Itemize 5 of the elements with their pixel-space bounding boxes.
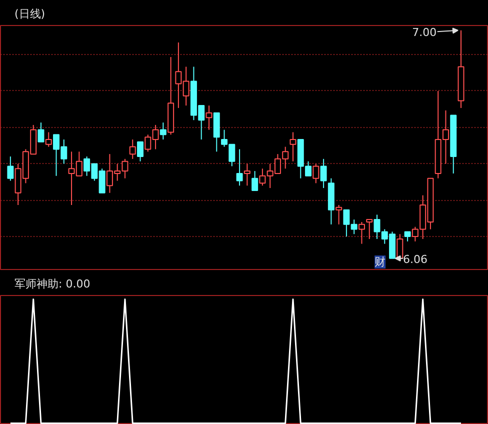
annotation: 财 [374, 256, 386, 268]
chart-title: 军师神助: 0.00 [14, 278, 90, 290]
annotation: 7.00 [412, 26, 437, 40]
annotation: 6.06 [402, 252, 428, 266]
chart-title: (日线) [14, 8, 46, 20]
